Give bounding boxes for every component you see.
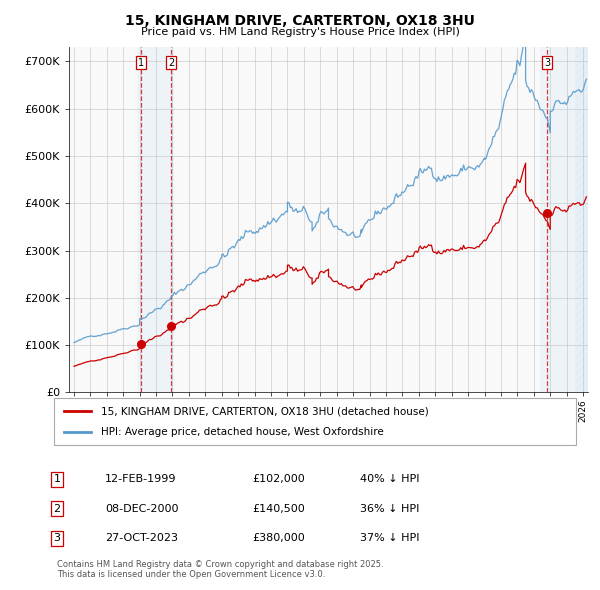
Text: 27-OCT-2023: 27-OCT-2023 (105, 533, 178, 543)
Text: 15, KINGHAM DRIVE, CARTERTON, OX18 3HU: 15, KINGHAM DRIVE, CARTERTON, OX18 3HU (125, 14, 475, 28)
Text: 12-FEB-1999: 12-FEB-1999 (105, 474, 176, 484)
Text: 15, KINGHAM DRIVE, CARTERTON, OX18 3HU (detached house): 15, KINGHAM DRIVE, CARTERTON, OX18 3HU (… (101, 407, 429, 417)
Text: 36% ↓ HPI: 36% ↓ HPI (360, 504, 419, 513)
Text: 2: 2 (53, 504, 61, 513)
Text: 2: 2 (168, 58, 174, 68)
Text: 37% ↓ HPI: 37% ↓ HPI (360, 533, 419, 543)
Text: £102,000: £102,000 (252, 474, 305, 484)
Text: HPI: Average price, detached house, West Oxfordshire: HPI: Average price, detached house, West… (101, 427, 384, 437)
Text: 3: 3 (544, 58, 550, 68)
Text: 40% ↓ HPI: 40% ↓ HPI (360, 474, 419, 484)
Bar (541, 47, 588, 392)
Bar (137, 47, 174, 392)
Text: 3: 3 (53, 533, 61, 543)
Text: £140,500: £140,500 (252, 504, 305, 513)
FancyBboxPatch shape (54, 398, 576, 445)
Text: £380,000: £380,000 (252, 533, 305, 543)
Text: 1: 1 (53, 474, 61, 484)
Text: Contains HM Land Registry data © Crown copyright and database right 2025.
This d: Contains HM Land Registry data © Crown c… (57, 560, 383, 579)
Text: 1: 1 (138, 58, 145, 68)
Text: Price paid vs. HM Land Registry's House Price Index (HPI): Price paid vs. HM Land Registry's House … (140, 28, 460, 37)
Text: 08-DEC-2000: 08-DEC-2000 (105, 504, 179, 513)
Bar (575, 47, 588, 392)
